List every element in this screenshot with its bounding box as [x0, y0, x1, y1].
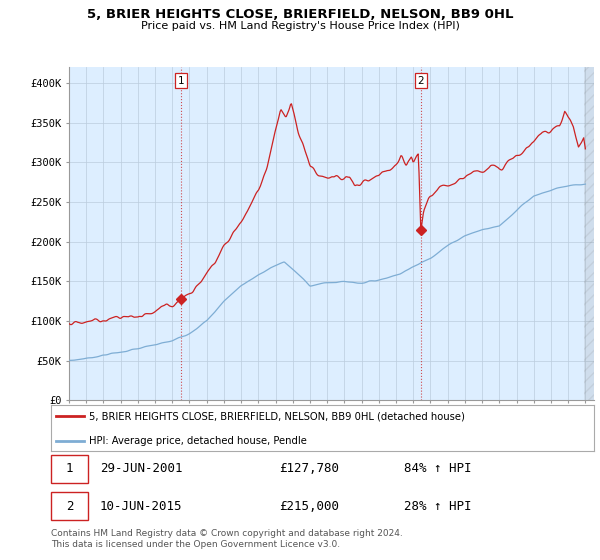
FancyBboxPatch shape [51, 455, 88, 483]
Text: 2: 2 [418, 76, 424, 86]
Text: HPI: Average price, detached house, Pendle: HPI: Average price, detached house, Pend… [89, 436, 307, 446]
Text: 5, BRIER HEIGHTS CLOSE, BRIERFIELD, NELSON, BB9 0HL: 5, BRIER HEIGHTS CLOSE, BRIERFIELD, NELS… [87, 8, 513, 21]
Text: 1: 1 [178, 76, 184, 86]
Text: Price paid vs. HM Land Registry's House Price Index (HPI): Price paid vs. HM Land Registry's House … [140, 21, 460, 31]
Text: 5, BRIER HEIGHTS CLOSE, BRIERFIELD, NELSON, BB9 0HL (detached house): 5, BRIER HEIGHTS CLOSE, BRIERFIELD, NELS… [89, 412, 465, 421]
Text: Contains HM Land Registry data © Crown copyright and database right 2024.
This d: Contains HM Land Registry data © Crown c… [51, 529, 403, 549]
Text: 84% ↑ HPI: 84% ↑ HPI [404, 463, 472, 475]
Bar [584, 67, 594, 400]
Text: £127,780: £127,780 [279, 463, 339, 475]
Text: 1: 1 [66, 463, 73, 475]
Text: 29-JUN-2001: 29-JUN-2001 [100, 463, 182, 475]
Text: £215,000: £215,000 [279, 500, 339, 512]
Text: 10-JUN-2015: 10-JUN-2015 [100, 500, 182, 512]
Text: 28% ↑ HPI: 28% ↑ HPI [404, 500, 472, 512]
FancyBboxPatch shape [51, 492, 88, 520]
Text: 2: 2 [66, 500, 73, 512]
